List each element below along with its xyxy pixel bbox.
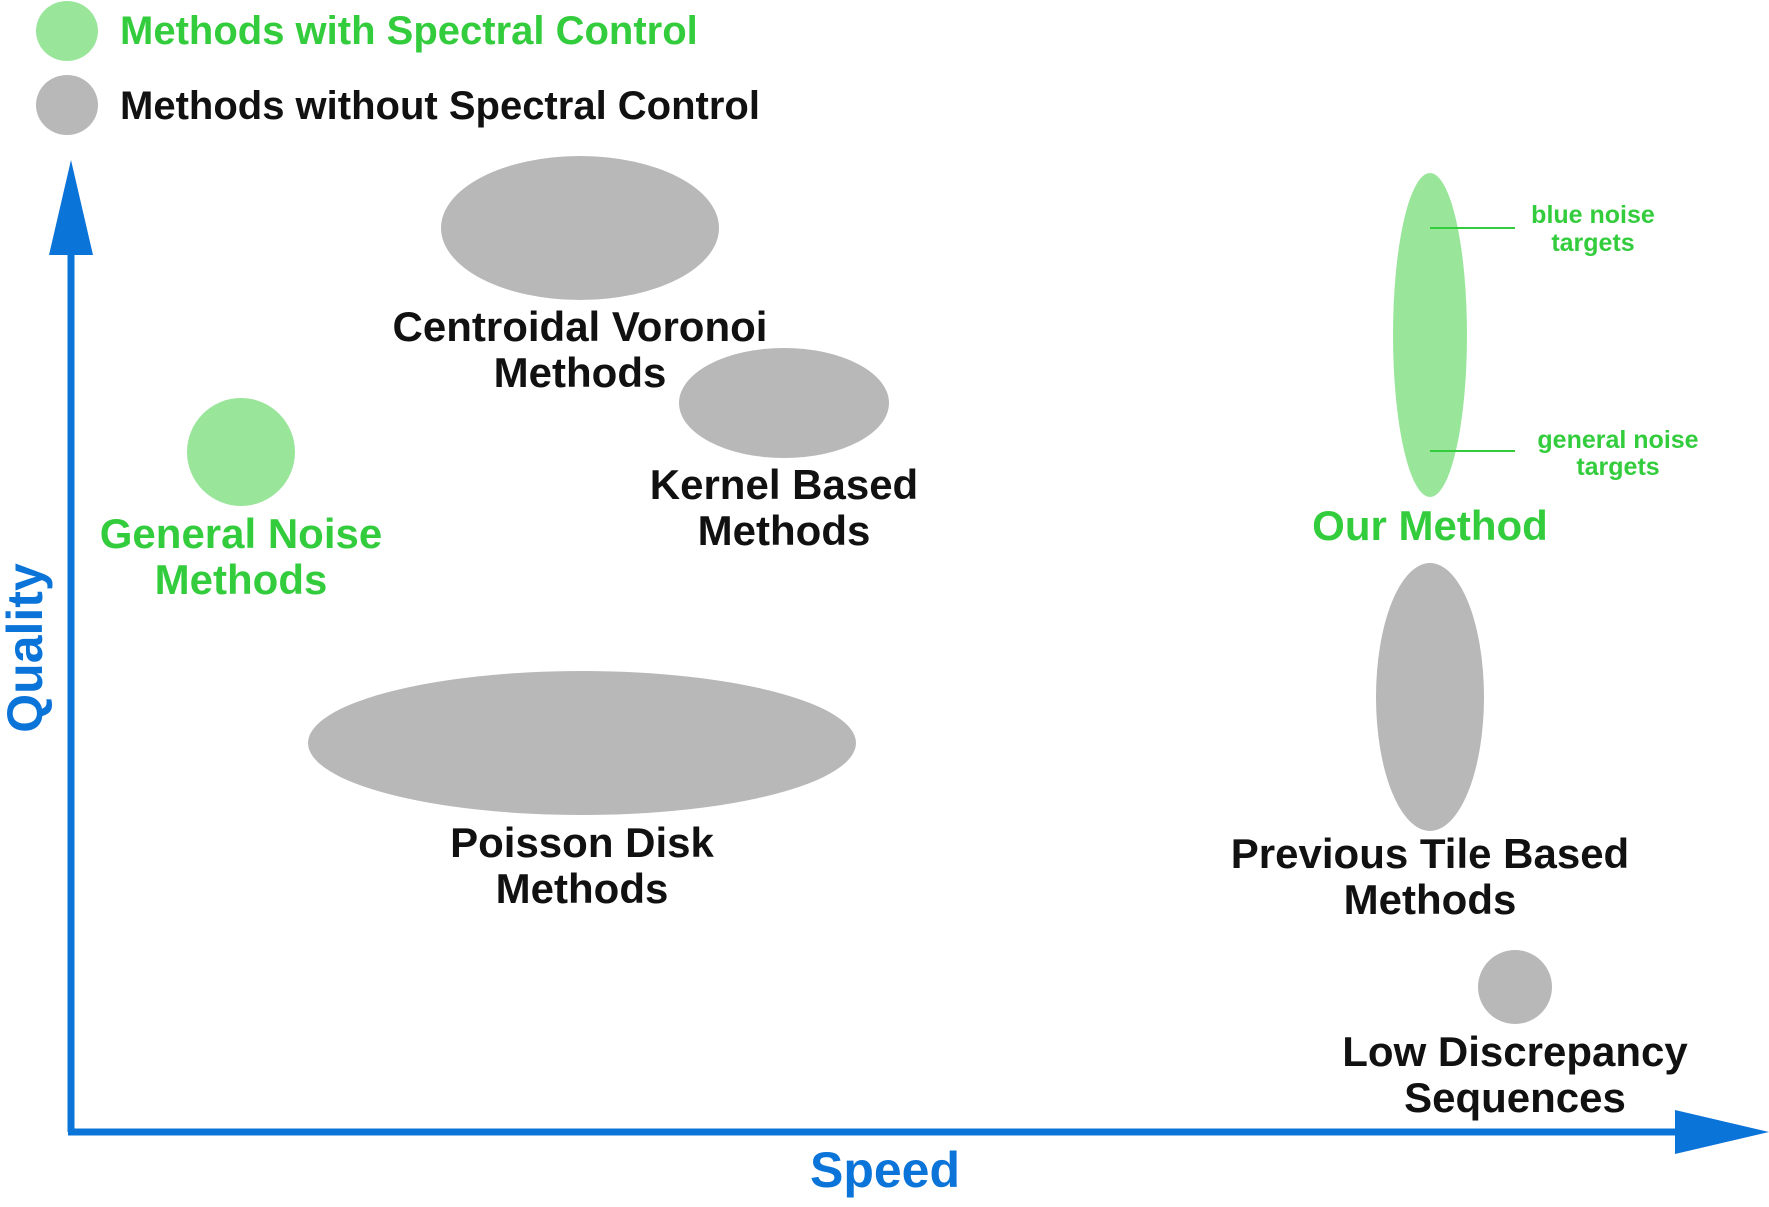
kernel-based-ellipse	[679, 348, 889, 458]
low-discrepancy-label-line-2: Sequences	[1404, 1074, 1626, 1121]
poisson-disk-ellipse	[308, 671, 856, 815]
general-noise-targets-annotation-line-1: general noise	[1537, 426, 1698, 454]
group-poisson-disk: Poisson Disk Methods	[308, 671, 856, 912]
blue-noise-annotation-line-1: blue noise	[1531, 201, 1655, 229]
centroidal-voronoi-ellipse	[441, 156, 719, 300]
legend-swatch-without-spectral-control	[36, 75, 98, 135]
poisson-disk-label-line-2: Methods	[496, 865, 669, 912]
kernel-based-label-line-2: Methods	[698, 507, 871, 554]
legend-swatch-with-spectral-control	[36, 1, 98, 61]
legend-label-with-spectral-control: Methods with Spectral Control	[120, 9, 698, 53]
axes: Speed Quality	[0, 160, 1769, 1198]
y-axis-arrowhead	[49, 160, 93, 255]
group-kernel-based: Kernel Based Methods	[650, 348, 918, 554]
general-noise-circle	[187, 398, 295, 506]
our-method-ellipse	[1393, 173, 1467, 497]
centroidal-voronoi-label-line-1: Centroidal Voronoi	[393, 303, 768, 350]
our-method-label: Our Method	[1312, 502, 1548, 549]
poisson-disk-label-line-1: Poisson Disk	[450, 819, 714, 866]
kernel-based-label-line-1: Kernel Based	[650, 461, 918, 508]
group-low-discrepancy: Low Discrepancy Sequences	[1342, 950, 1688, 1121]
low-discrepancy-circle	[1478, 950, 1552, 1024]
previous-tile-label-line-2: Methods	[1344, 876, 1517, 923]
low-discrepancy-label-line-1: Low Discrepancy	[1342, 1028, 1688, 1075]
general-noise-targets-annotation-line-2: targets	[1576, 453, 1659, 481]
previous-tile-ellipse	[1376, 563, 1484, 831]
group-previous-tile: Previous Tile Based Methods	[1231, 563, 1629, 923]
group-general-noise: General Noise Methods	[100, 398, 382, 603]
y-axis-label: Quality	[0, 563, 53, 733]
legend: Methods with Spectral Control Methods wi…	[36, 1, 760, 135]
blue-noise-annotation-line-2: targets	[1551, 229, 1634, 257]
x-axis-arrowhead	[1675, 1110, 1769, 1154]
general-noise-label-line-2: Methods	[155, 556, 328, 603]
x-axis-label: Speed	[810, 1142, 960, 1198]
group-our-method: blue noise targets general noise targets…	[1312, 173, 1699, 549]
centroidal-voronoi-label-line-2: Methods	[494, 349, 667, 396]
group-centroidal-voronoi: Centroidal Voronoi Methods	[393, 156, 768, 396]
previous-tile-label-line-1: Previous Tile Based	[1231, 830, 1629, 877]
general-noise-label-line-1: General Noise	[100, 510, 382, 557]
legend-label-without-spectral-control: Methods without Spectral Control	[120, 84, 760, 128]
